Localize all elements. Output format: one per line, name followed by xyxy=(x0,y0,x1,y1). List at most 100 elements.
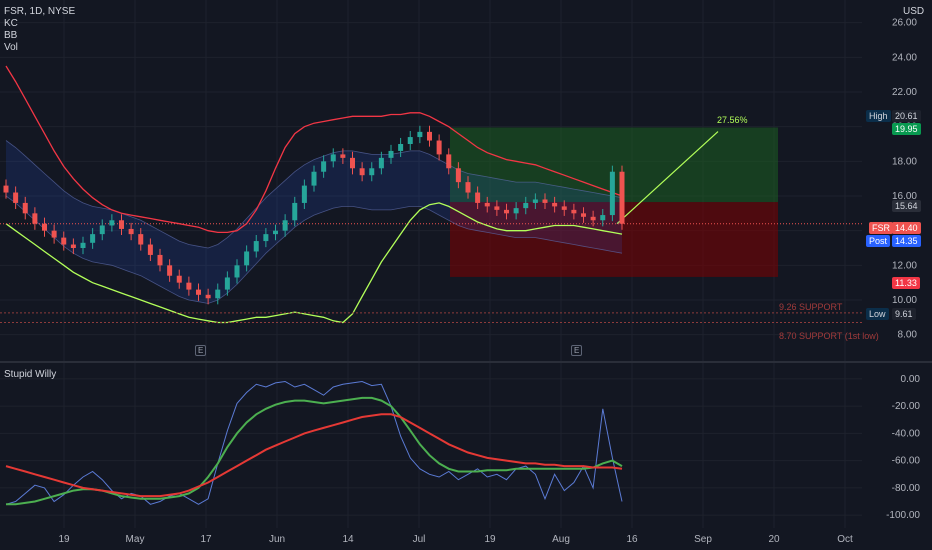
candle-body xyxy=(561,206,567,210)
high-label: High xyxy=(866,110,891,122)
candle-body xyxy=(176,275,182,283)
osc-axis-tick: -60.00 xyxy=(892,456,921,467)
high-value: 20.61 xyxy=(892,110,921,122)
osc-axis-tick: -40.00 xyxy=(892,428,921,439)
price-axis-tick: 26.00 xyxy=(892,18,917,29)
oscillator-line-1 xyxy=(5,380,623,505)
earnings-marker-2[interactable]: E xyxy=(571,345,583,356)
candle-body xyxy=(590,216,596,221)
candle-body xyxy=(523,202,529,209)
candle-body xyxy=(350,157,355,169)
price-axis-tick: 12.00 xyxy=(892,260,917,271)
time-axis-tick: Jul xyxy=(413,534,426,545)
osc-axis-tick: -80.00 xyxy=(892,483,921,494)
candle-body xyxy=(263,234,269,242)
candle-body xyxy=(205,294,211,299)
candle-body xyxy=(70,244,76,248)
time-axis-tick: 19 xyxy=(484,534,496,545)
bollinger-upper xyxy=(5,65,623,234)
time-axis-tick: 16 xyxy=(626,534,638,545)
candle-body xyxy=(427,131,432,141)
candle-body xyxy=(80,242,86,248)
candle-body xyxy=(167,265,173,276)
candle-body xyxy=(22,202,28,214)
candle-body xyxy=(215,289,221,299)
last-price-label: FSR xyxy=(869,222,893,234)
candle-body xyxy=(311,171,317,186)
time-axis-tick: Sep xyxy=(694,534,712,545)
price-axis-tick: 16.00 xyxy=(892,191,917,202)
candle-body xyxy=(147,244,153,255)
time-axis-tick: 20 xyxy=(768,534,780,545)
time-axis-tick: Jun xyxy=(269,534,285,545)
last-price-value: 14.40 xyxy=(892,222,921,234)
candle-body xyxy=(571,209,577,214)
candle-body xyxy=(301,185,307,203)
symbol-title: FSR, 1D, NYSE xyxy=(4,6,76,17)
low-label: Low xyxy=(866,308,889,320)
candle-body xyxy=(465,182,471,193)
candle-body xyxy=(119,220,124,229)
osc-axis-tick: -20.00 xyxy=(892,401,921,412)
candle-body xyxy=(494,206,500,210)
candle-body xyxy=(51,230,57,238)
candle-body xyxy=(253,241,259,252)
candle-body xyxy=(224,277,230,290)
candle-body xyxy=(340,154,346,158)
candle-body xyxy=(359,168,365,176)
candle-body xyxy=(398,144,404,151)
candle-body xyxy=(484,202,490,207)
candle-body xyxy=(282,220,288,231)
support-label-1: 9.26 SUPPORT xyxy=(779,302,843,312)
osc-axis-tick: 0.00 xyxy=(901,374,921,385)
candle-body xyxy=(138,234,144,245)
legend-kc[interactable]: KC xyxy=(4,18,18,29)
candle-body xyxy=(61,237,67,245)
bollinger-lower xyxy=(5,202,623,324)
time-axis-tick: 19 xyxy=(58,534,70,545)
time-axis-tick: 17 xyxy=(200,534,212,545)
candle-body xyxy=(504,209,509,214)
post-label: Post xyxy=(866,235,891,247)
currency-label: USD xyxy=(903,6,925,17)
candle-body xyxy=(3,185,9,193)
price-axis-tick: 8.00 xyxy=(898,330,918,341)
legend-bb[interactable]: BB xyxy=(4,30,18,41)
candle-body xyxy=(455,168,461,183)
target-value: 19.95 xyxy=(892,123,921,135)
target-percent-label: 27.56% xyxy=(717,115,748,125)
legend-vol[interactable]: Vol xyxy=(4,42,18,53)
earnings-marker-1[interactable]: E xyxy=(195,345,207,356)
support-label-2: 8.70 SUPPORT (1st low) xyxy=(779,331,879,341)
target-arrow[interactable] xyxy=(616,131,719,225)
price-axis-tick: 18.00 xyxy=(892,156,917,167)
keltner-lower xyxy=(5,195,623,304)
candle-body xyxy=(609,171,615,216)
candle-body xyxy=(436,140,442,155)
price-axis-tick: 10.00 xyxy=(892,295,917,306)
candle-body xyxy=(42,223,47,231)
candle-body xyxy=(99,225,105,235)
mid-value: 15.64 xyxy=(892,200,921,212)
candle-body xyxy=(446,154,452,169)
low-value: 9.61 xyxy=(892,308,916,320)
candle-body xyxy=(407,137,413,144)
candle-body xyxy=(109,220,115,226)
candle-body xyxy=(90,234,96,243)
candle-body xyxy=(378,157,384,169)
candle-body xyxy=(196,289,201,295)
candle-body xyxy=(330,154,336,162)
candle-body xyxy=(244,251,250,266)
oscillator-title[interactable]: Stupid Willy xyxy=(4,369,57,380)
candle-body xyxy=(186,282,192,290)
time-axis-tick: 14 xyxy=(342,534,354,545)
candle-body xyxy=(13,192,19,203)
candle-body xyxy=(619,171,625,224)
time-axis-tick: Aug xyxy=(552,534,570,545)
candle-body xyxy=(273,230,278,235)
osc-axis-tick: -100.00 xyxy=(886,510,920,521)
candle-body xyxy=(542,199,548,203)
candle-body xyxy=(234,265,240,278)
candle-body xyxy=(388,150,394,158)
